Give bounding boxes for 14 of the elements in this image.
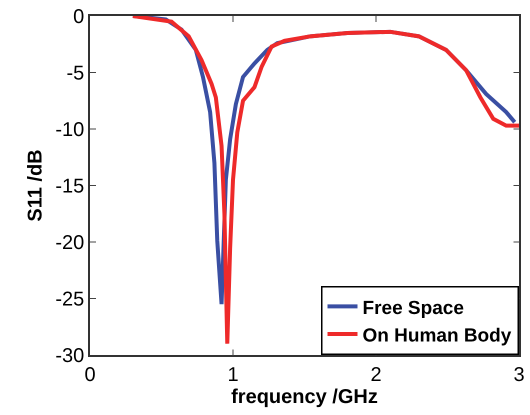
y-axis-title: S11 /dB: [24, 149, 46, 222]
y-tick-label: -15: [55, 176, 84, 198]
y-tick-label: -30: [55, 345, 84, 367]
legend-label: Free Space: [362, 298, 464, 319]
legend-label: On Human Body: [362, 325, 512, 346]
x-axis-title: frequency /GHz: [231, 386, 378, 408]
x-tick-label: 3: [513, 364, 525, 386]
y-tick-label: -25: [55, 288, 84, 310]
y-tick-label: -10: [55, 119, 84, 141]
x-tick-label: 1: [227, 364, 239, 386]
y-tick-label: -20: [55, 232, 84, 254]
y-tick-label: 0: [73, 6, 84, 28]
y-tick-label: -5: [66, 62, 84, 84]
x-tick-label: 2: [370, 364, 382, 386]
